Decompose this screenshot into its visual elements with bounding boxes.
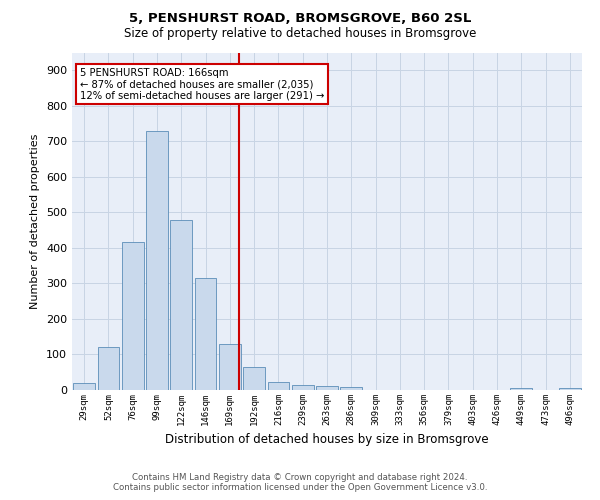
Bar <box>511 388 532 390</box>
Bar <box>219 344 241 390</box>
Bar <box>316 386 338 390</box>
Bar <box>122 242 143 390</box>
Text: Size of property relative to detached houses in Bromsgrove: Size of property relative to detached ho… <box>124 28 476 40</box>
Bar <box>268 382 289 390</box>
Text: Contains HM Land Registry data © Crown copyright and database right 2024.
Contai: Contains HM Land Registry data © Crown c… <box>113 473 487 492</box>
Bar <box>170 220 192 390</box>
Bar <box>559 388 581 390</box>
Y-axis label: Number of detached properties: Number of detached properties <box>31 134 40 309</box>
X-axis label: Distribution of detached houses by size in Bromsgrove: Distribution of detached houses by size … <box>165 434 489 446</box>
Bar <box>97 348 119 390</box>
Bar <box>340 387 362 390</box>
Bar <box>73 383 95 390</box>
Bar <box>243 367 265 390</box>
Bar <box>292 384 314 390</box>
Bar <box>194 278 217 390</box>
Bar <box>146 130 168 390</box>
Text: 5 PENSHURST ROAD: 166sqm
← 87% of detached houses are smaller (2,035)
12% of sem: 5 PENSHURST ROAD: 166sqm ← 87% of detach… <box>80 68 324 101</box>
Text: 5, PENSHURST ROAD, BROMSGROVE, B60 2SL: 5, PENSHURST ROAD, BROMSGROVE, B60 2SL <box>129 12 471 26</box>
